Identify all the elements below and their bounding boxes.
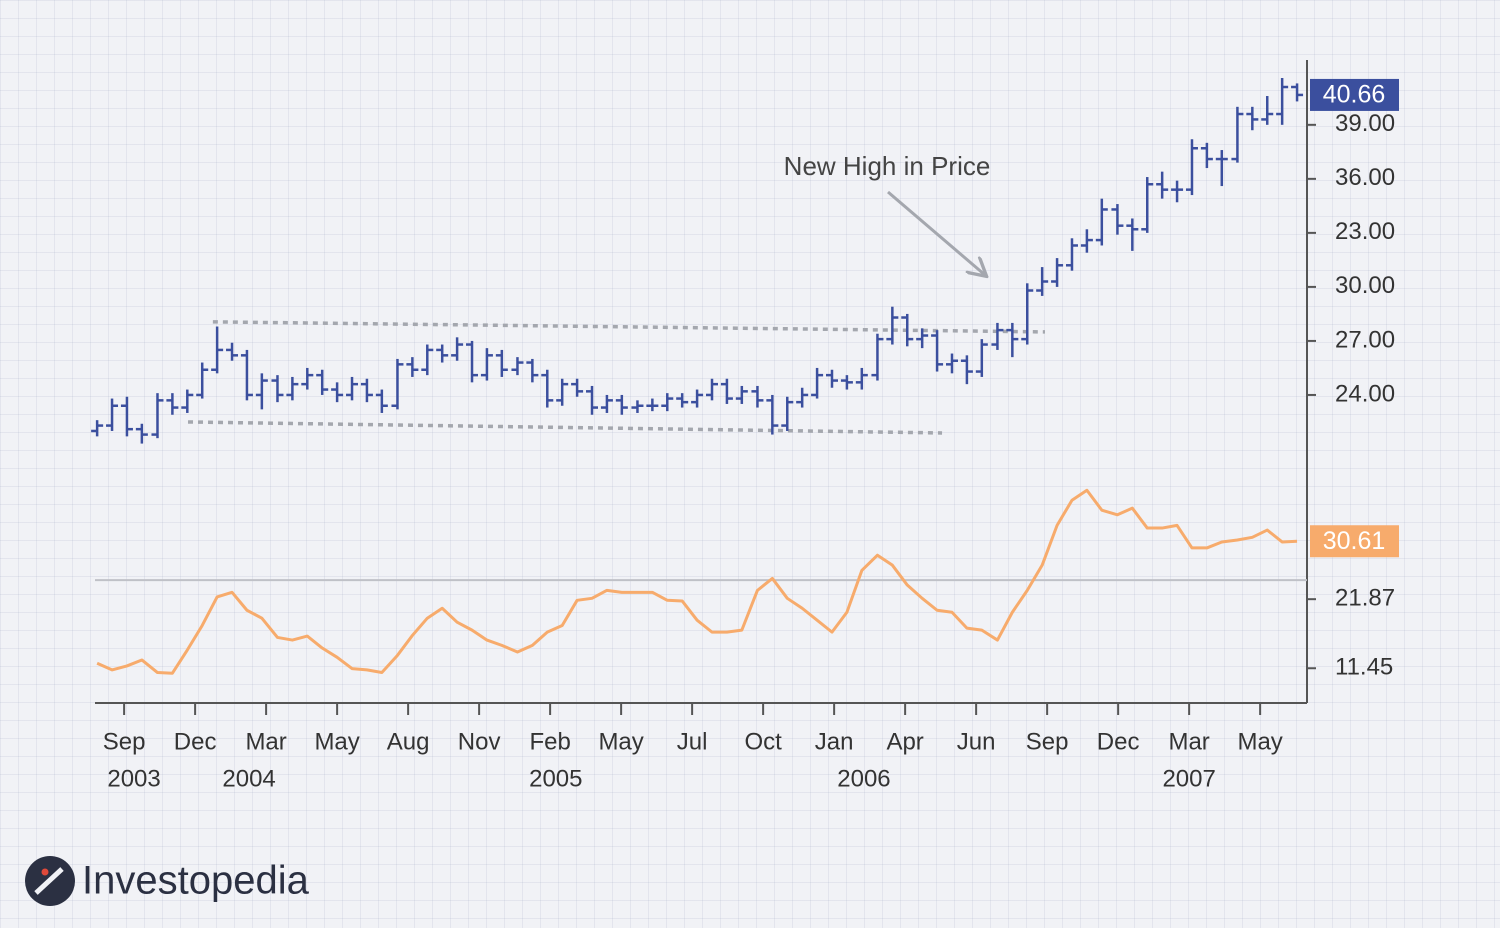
x-tick-label: Jun — [957, 728, 996, 755]
value-badge — [1310, 525, 1399, 558]
logo-icon — [34, 867, 64, 895]
value-badge-label: 40.66 — [1323, 81, 1386, 109]
x-tick-label: Nov — [458, 728, 501, 755]
year-label: 2007 — [1162, 765, 1215, 792]
y-tick-label: 39.00 — [1335, 110, 1395, 137]
year-label: 2003 — [107, 765, 160, 792]
y-tick-label: 11.45 — [1335, 654, 1393, 681]
x-tick-label: Apr — [886, 728, 923, 755]
annotation-arrow — [887, 190, 985, 275]
x-tick-label: Dec — [174, 728, 217, 755]
year-label: 2006 — [837, 765, 890, 792]
x-tick-label: May — [598, 728, 643, 755]
value-badge — [1310, 78, 1399, 111]
trend-line — [212, 320, 1046, 334]
x-tick-label: Mar — [245, 728, 286, 755]
x-tick-label: May — [314, 728, 359, 755]
y-tick-label: 27.00 — [1335, 326, 1395, 353]
x-tick-label: Oct — [744, 728, 782, 755]
y-tick-label: 21.87 — [1335, 585, 1395, 612]
x-tick-label: Sep — [1026, 728, 1069, 755]
x-tick-label: Jul — [677, 728, 708, 755]
x-tick-label: Feb — [529, 728, 570, 755]
logo: Investopedia — [25, 856, 310, 906]
x-tick-label: Aug — [387, 728, 430, 755]
y-tick-label: 23.00 — [1335, 218, 1395, 245]
y-tick-label: 30.00 — [1335, 272, 1395, 299]
x-tick-label: Jan — [815, 728, 854, 755]
indicator-line — [96, 488, 1298, 675]
y-tick-label: 36.00 — [1335, 164, 1395, 191]
annotation: New High in Price — [784, 151, 991, 181]
year-label: 2005 — [529, 765, 582, 792]
x-tick-label: Sep — [103, 728, 146, 755]
trend-line — [187, 420, 943, 435]
y-tick-label: 24.00 — [1335, 380, 1395, 407]
year-label: 2004 — [222, 765, 275, 792]
x-tick-label: Mar — [1168, 728, 1209, 755]
x-tick-label: Dec — [1097, 728, 1140, 755]
value-badge-label: 30.61 — [1323, 527, 1386, 555]
brand: Investopedia — [82, 859, 310, 903]
x-tick-label: May — [1237, 728, 1282, 755]
logo-icon — [41, 868, 49, 876]
